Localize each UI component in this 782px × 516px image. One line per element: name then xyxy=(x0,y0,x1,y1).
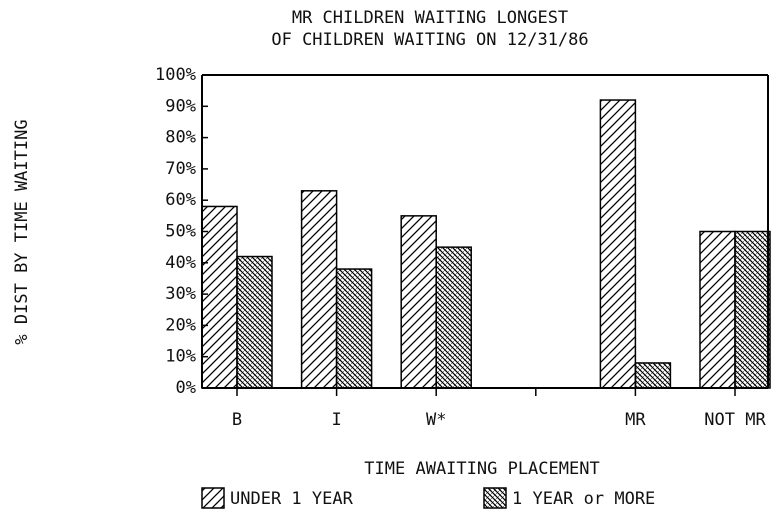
x-tick-label: B xyxy=(232,410,242,430)
y-tick-label: 90% xyxy=(165,96,196,116)
y-tick-label: 50% xyxy=(165,222,196,242)
chart-subtitle: OF CHILDREN WAITING ON 12/31/86 xyxy=(271,30,588,50)
bar xyxy=(400,215,437,389)
y-axis-label: % DIST BY TIME WAITING xyxy=(12,119,32,344)
legend-swatch xyxy=(201,487,225,509)
y-tick-label: 20% xyxy=(165,315,196,335)
y-tick-label: 0% xyxy=(176,378,196,398)
legend-label: 1 YEAR or MORE xyxy=(512,489,655,509)
bar xyxy=(236,255,273,389)
y-tick-label: 70% xyxy=(165,159,196,179)
y-tick-label: 60% xyxy=(165,190,196,210)
x-axis-label: TIME AWAITING PLACEMENT xyxy=(364,459,599,479)
y-tick-label: 30% xyxy=(165,284,196,304)
y-tick-label: 10% xyxy=(165,347,196,367)
bar xyxy=(335,268,373,389)
x-tick-label: W* xyxy=(426,410,446,430)
y-tick-label: 80% xyxy=(165,128,196,148)
y-tick-label: 100% xyxy=(155,65,196,85)
legend-label: UNDER 1 YEAR xyxy=(230,489,354,509)
x-tick-label: NOT MR xyxy=(704,410,766,430)
bar xyxy=(435,246,472,389)
x-tick-label: I xyxy=(331,410,341,430)
bar xyxy=(599,99,637,389)
bar xyxy=(300,190,338,389)
bar xyxy=(734,230,771,389)
legend-swatch xyxy=(483,487,507,509)
bar xyxy=(699,230,736,389)
chart-title: MR CHILDREN WAITING LONGEST xyxy=(292,8,568,28)
bar xyxy=(634,362,672,389)
x-tick-label: MR xyxy=(625,410,646,430)
y-tick-label: 40% xyxy=(165,253,196,273)
bar xyxy=(201,205,238,389)
